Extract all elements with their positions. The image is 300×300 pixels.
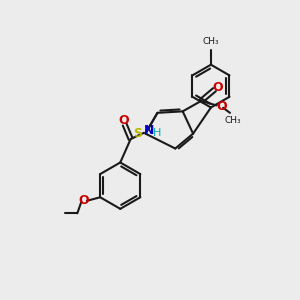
Text: H: H: [153, 128, 162, 138]
Text: O: O: [213, 81, 224, 94]
Text: CH₃: CH₃: [202, 37, 219, 46]
Text: N: N: [144, 124, 154, 137]
Text: O: O: [118, 114, 129, 127]
Text: CH₃: CH₃: [225, 116, 241, 125]
Text: O: O: [78, 194, 88, 207]
Text: O: O: [217, 100, 227, 113]
Text: S: S: [134, 127, 142, 140]
